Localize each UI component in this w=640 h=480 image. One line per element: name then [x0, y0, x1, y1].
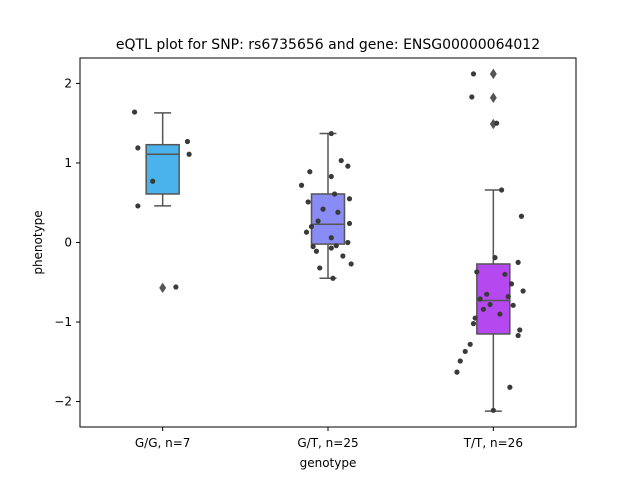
- box-group-2: [476, 68, 511, 412]
- data-point: [308, 223, 315, 230]
- data-point: [330, 275, 336, 281]
- data-point: [477, 296, 483, 302]
- data-point: [317, 265, 323, 271]
- data-point: [499, 187, 505, 193]
- data-point: [507, 384, 513, 390]
- data-point: [328, 245, 334, 251]
- strip-points-0: [131, 109, 192, 290]
- data-point: [303, 229, 310, 235]
- data-point: [502, 271, 508, 277]
- data-point: [332, 191, 338, 197]
- y-tick-label: 2: [64, 76, 72, 90]
- data-point: [520, 288, 526, 294]
- data-point: [173, 284, 179, 290]
- box-iqr: [145, 143, 180, 195]
- x-tick-label: G/T, n=25: [297, 436, 358, 450]
- data-point: [328, 235, 334, 241]
- data-point: [517, 327, 523, 333]
- data-point: [515, 259, 521, 265]
- data-point: [307, 169, 313, 175]
- data-point: [338, 157, 344, 164]
- data-point: [346, 196, 353, 202]
- data-point: [518, 213, 525, 219]
- box-outlier-marker: [489, 92, 497, 103]
- data-point: [184, 138, 191, 145]
- box-group-1: [310, 132, 346, 280]
- data-point: [348, 261, 354, 267]
- x-tick-label: T/T, n=26: [463, 436, 523, 450]
- data-point: [135, 145, 141, 151]
- data-point: [462, 348, 468, 355]
- y-axis: −2 −1 0 1 2: [54, 76, 80, 409]
- data-point: [494, 120, 500, 126]
- data-point: [484, 291, 490, 297]
- data-point: [469, 94, 475, 100]
- data-point: [340, 253, 346, 259]
- data-point: [474, 269, 480, 275]
- data-point: [505, 293, 511, 300]
- y-axis-label: phenotype: [31, 210, 45, 274]
- data-point: [186, 151, 192, 157]
- plot-area: [131, 68, 526, 413]
- data-point: [492, 255, 498, 261]
- data-point: [298, 182, 305, 188]
- data-point: [310, 243, 316, 250]
- data-point: [467, 341, 473, 347]
- data-point: [510, 302, 516, 308]
- data-point: [320, 206, 326, 212]
- data-point: [515, 332, 521, 339]
- x-axis-label: genotype: [300, 456, 357, 470]
- x-tick-label: G/G, n=7: [135, 436, 191, 450]
- data-point: [315, 218, 321, 224]
- data-point: [131, 109, 138, 115]
- data-point: [480, 306, 487, 312]
- data-point: [472, 315, 478, 321]
- data-point: [313, 248, 320, 254]
- box-outlier-marker: [489, 68, 497, 80]
- y-tick-label: −2: [54, 395, 72, 409]
- box-iqr: [310, 193, 346, 245]
- data-point: [454, 369, 460, 375]
- data-point: [470, 321, 477, 327]
- data-point: [490, 407, 496, 413]
- data-point: [345, 239, 351, 246]
- data-point: [470, 71, 477, 77]
- strip-points-1: [298, 130, 354, 281]
- strip-points-2: [454, 71, 526, 413]
- data-point: [135, 203, 141, 209]
- data-point: [328, 130, 334, 137]
- box-group-0: [145, 112, 180, 294]
- x-axis: G/G, n=7 G/T, n=25 T/T, n=26: [135, 427, 523, 450]
- data-point: [335, 209, 341, 215]
- y-tick-label: −1: [54, 315, 72, 329]
- data-point: [305, 199, 311, 205]
- box-outlier-marker: [159, 282, 167, 294]
- chart-title: eQTL plot for SNP: rs6735656 and gene: E…: [116, 37, 540, 53]
- data-point: [457, 358, 463, 364]
- data-point: [346, 220, 353, 227]
- data-point: [328, 173, 334, 180]
- data-point: [150, 178, 156, 184]
- data-point: [497, 311, 503, 317]
- y-tick-label: 0: [64, 236, 72, 250]
- y-tick-label: 1: [64, 156, 72, 170]
- data-point: [487, 301, 493, 308]
- data-point: [508, 281, 515, 287]
- data-point: [333, 243, 339, 249]
- data-point: [345, 163, 351, 169]
